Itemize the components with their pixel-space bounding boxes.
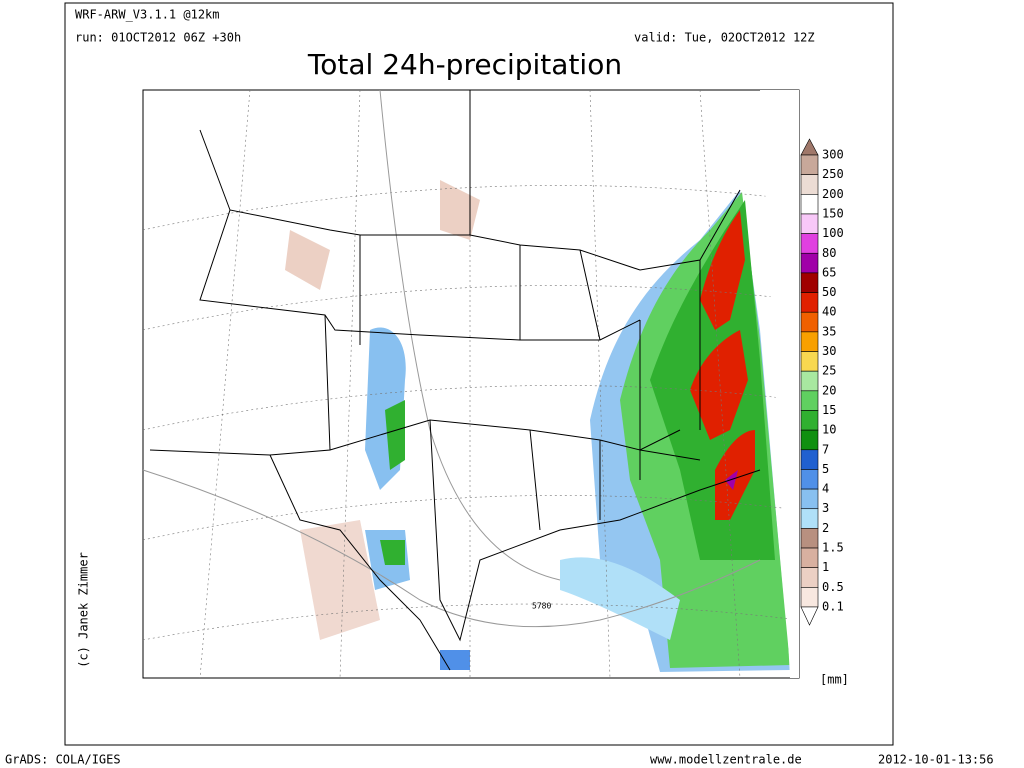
colorbar-box [800,331,819,352]
colorbar-label: 1.5 [822,541,844,555]
colorbar-label: 100 [822,226,844,240]
colorbar-label: 200 [822,187,844,201]
colorbar-label: 5 [822,462,829,476]
state-boundaries [149,90,761,671]
colorbar-label: 30 [822,344,836,358]
valid-label: valid: Tue, 02OCT2012 12Z [634,31,815,45]
timestamp-label: 2012-10-01-13:56 [878,753,994,767]
colorbar-label: 2 [822,521,829,535]
software-label: GrADS: COLA/IGES [5,753,121,767]
unit-label: [mm] [820,673,849,687]
colorbar-box [800,410,819,431]
colorbar-box [800,587,819,608]
colorbar-triangle [800,606,819,626]
contour-label: 5780 [532,602,551,611]
colorbar-box [800,233,819,254]
colorbar-box [800,528,819,549]
colorbar-label: 40 [822,305,836,319]
colorbar-box [800,547,819,568]
domain-edge [760,90,799,678]
colorbar-box [800,469,819,490]
colorbar-label: 80 [822,246,836,260]
colorbar-box [800,292,819,313]
colorbar-label: 3 [822,501,829,515]
colorbar-label: 35 [822,324,836,338]
colorbar-box [800,567,819,588]
colorbar-label: 50 [822,285,836,299]
outer-frame [64,2,894,746]
model-label: WRF-ARW_V3.1.1 @12km [75,8,220,22]
colorbar-box [800,272,819,293]
colorbar-label: 300 [822,148,844,162]
run-label: run: 01OCT2012 06Z +30h [75,31,241,45]
colorbar-box [800,429,819,451]
colorbar-label: 25 [822,364,836,378]
colorbar-label: 20 [822,383,836,397]
website-label: www.modellzentrale.de [650,753,802,767]
colorbar-box [800,488,819,510]
colorbar-box [800,508,819,529]
colorbar-label: 1 [822,560,829,574]
colorbar: 300 250 200 150 100 80 65 50 40 35 30 25 20 15 10 7 5 4 3 2… [800,138,844,626]
colorbar-box [800,194,819,215]
colorbar-box [800,390,819,411]
colorbar-label: 0.5 [822,580,844,594]
colorbar-box [800,213,819,234]
colorbar-box [800,174,819,195]
precipitation-field [285,180,790,672]
colorbar-label: 15 [822,403,836,417]
colorbar-box [800,252,819,274]
credit: (c) Janek Zimmer [77,552,91,668]
colorbar-triangle [800,138,819,156]
colorbar-label: 0.1 [822,600,844,614]
colorbar-box [800,311,819,333]
colorbar-label: 150 [822,206,844,220]
colorbar-label: 7 [822,442,829,456]
colorbar-box [800,449,819,470]
colorbar-box [800,154,819,175]
colorbar-box [800,370,819,392]
map: 5780 [142,89,800,679]
height-contour [142,469,761,628]
colorbar-box [800,351,819,372]
title: Total 24h-precipitation [307,48,622,81]
colorbar-label: 65 [822,265,836,279]
colorbar-label: 4 [822,482,829,496]
colorbar-label: 10 [822,423,836,437]
colorbar-label: 250 [822,167,844,181]
